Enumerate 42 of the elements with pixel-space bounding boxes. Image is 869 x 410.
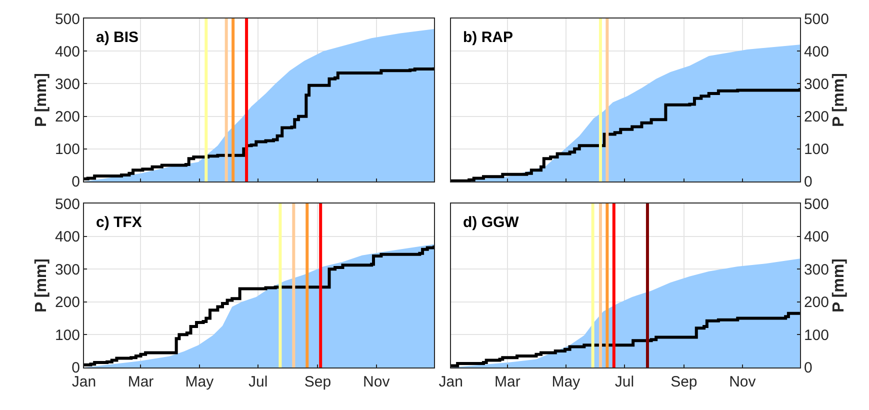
x-tick-label: Jan: [438, 373, 463, 390]
x-tick-label: Jul: [614, 373, 634, 390]
x-tick-label: Nov: [363, 373, 390, 390]
y-tick-label: 100: [54, 326, 80, 344]
y-tick-label: 500: [54, 10, 80, 28]
y-tick-label: 500: [804, 10, 829, 28]
y-tick-label: 0: [804, 174, 812, 191]
x-tick-label: May: [185, 373, 214, 390]
y-tick-label: 300: [804, 76, 829, 93]
y-tick-label: 400: [54, 43, 80, 60]
y-tick-label: 100: [804, 141, 829, 158]
y-tick-label: 400: [804, 228, 829, 246]
x-tick-label: Sep: [670, 373, 698, 390]
y-tick-label: 200: [804, 294, 829, 312]
x-tick-label: Jul: [248, 373, 268, 390]
y-tick-label: 200: [804, 108, 829, 126]
text: b) RAP: [463, 29, 513, 46]
x-tick-label: Mar: [128, 373, 154, 390]
y-tick-label: 500: [54, 196, 80, 213]
y-tick-label: 100: [804, 326, 829, 344]
x-tick-label: Nov: [729, 373, 756, 390]
x-tick-label: May: [552, 373, 581, 390]
x-tick-label: Sep: [304, 373, 332, 390]
y-axis-title: P [mm]: [830, 258, 848, 312]
y-tick-label: 200: [54, 108, 80, 126]
text: c) TFX: [96, 214, 142, 231]
y-tick-label: 300: [54, 261, 80, 278]
text: d) GGW: [463, 214, 520, 231]
y-tick-label: 400: [804, 43, 829, 60]
y-tick-label: 300: [54, 76, 80, 93]
y-tick-label: 0: [72, 174, 80, 191]
y-tick-label: 100: [54, 141, 80, 158]
y-tick-label: 200: [54, 294, 80, 312]
y-tick-label: 0: [804, 360, 812, 377]
y-tick-label: 400: [54, 228, 80, 246]
y-axis-title: P [mm]: [830, 73, 848, 127]
y-tick-label: 500: [804, 196, 829, 213]
y-tick-label: 300: [804, 261, 829, 278]
y-axis-title: P [mm]: [32, 73, 50, 127]
x-tick-label: Mar: [494, 373, 520, 390]
text: a) BIS: [96, 29, 139, 46]
y-axis-title: P [mm]: [32, 258, 50, 312]
